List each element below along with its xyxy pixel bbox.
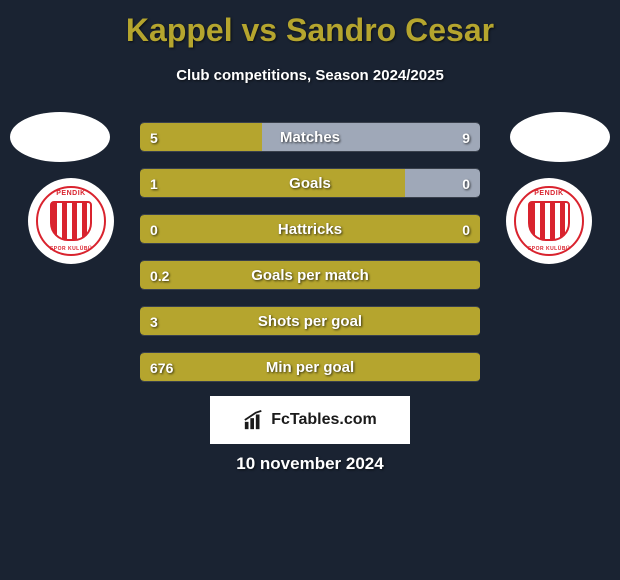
chart-icon [243, 409, 265, 431]
stat-value-left: 5 [150, 123, 158, 152]
club-crest-right: PENDIK SPOR KULÜBÜ [506, 178, 592, 264]
stat-row: Matches5 9 [140, 122, 480, 152]
brand-badge: FcTables.com [210, 396, 410, 444]
brand-text: FcTables.com [271, 411, 377, 429]
crest-label-bot: SPOR KULÜBÜ [50, 246, 92, 252]
stat-label: Shots per goal [140, 307, 480, 336]
stat-value-left: 1 [150, 169, 158, 198]
stat-label: Goals per match [140, 261, 480, 290]
crest-label-top: PENDIK [56, 190, 85, 197]
stat-value-left: 0 [150, 215, 158, 244]
stat-value-left: 0.2 [150, 261, 169, 290]
page-title: Kappel vs Sandro Cesar [0, 0, 620, 49]
stat-label: Min per goal [140, 353, 480, 382]
crest-stripes-icon [50, 201, 92, 241]
club-crest-left: PENDIK SPOR KULÜBÜ [28, 178, 114, 264]
stat-row: Min per goal676 [140, 352, 480, 382]
stat-label: Hattricks [140, 215, 480, 244]
crest-label-top: PENDIK [534, 190, 563, 197]
crest-stripes-icon [528, 201, 570, 241]
date-label: 10 november 2024 [0, 454, 620, 474]
stat-label: Matches [140, 123, 480, 152]
stat-row: Goals per match0.2 [140, 260, 480, 290]
stat-row: Shots per goal3 [140, 306, 480, 336]
stat-value-left: 3 [150, 307, 158, 336]
comparison-bars: Matches59Goals10Hattricks00Goals per mat… [140, 122, 480, 398]
stat-row: Hattricks0 0 [140, 214, 480, 244]
player-avatar-left [10, 112, 110, 162]
stat-value-left: 676 [150, 353, 173, 382]
stat-label: Goals [140, 169, 480, 198]
stat-value-right: 0 [462, 215, 470, 244]
page-subtitle: Club competitions, Season 2024/2025 [0, 67, 620, 84]
stat-value-right: 9 [462, 123, 470, 152]
crest-label-bot: SPOR KULÜBÜ [528, 246, 570, 252]
stat-row: Goals1 0 [140, 168, 480, 198]
player-avatar-right [510, 112, 610, 162]
stat-value-right: 0 [462, 169, 470, 198]
